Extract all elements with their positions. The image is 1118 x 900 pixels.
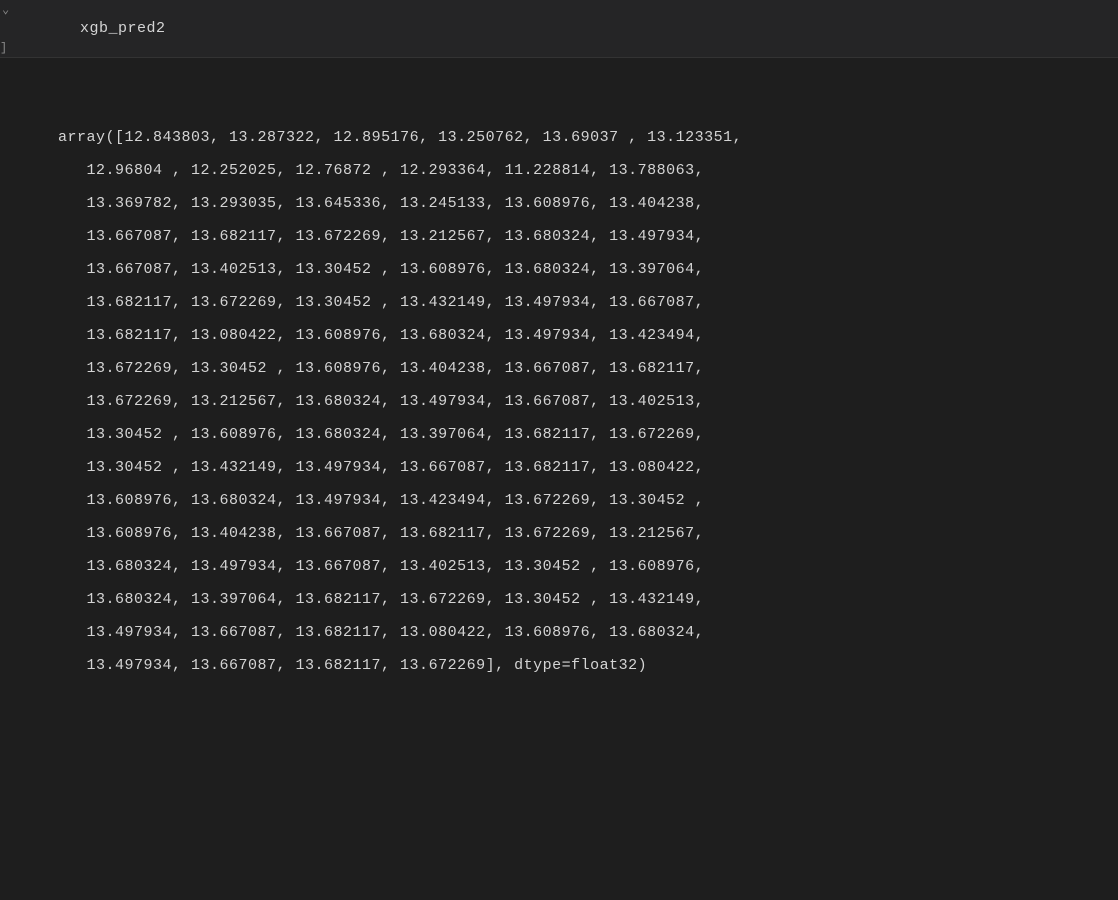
cell-bracket-icon: ] bbox=[0, 41, 7, 55]
notebook-container: ⌄ ] xgb_pred2 array([12.843803, 13.28732… bbox=[0, 0, 1118, 900]
output-text: array([12.843803, 13.287322, 12.895176, … bbox=[20, 129, 742, 674]
input-cell[interactable]: ⌄ ] xgb_pred2 bbox=[0, 0, 1118, 58]
output-cell: array([12.843803, 13.287322, 12.895176, … bbox=[0, 58, 1118, 735]
collapse-chevron-icon[interactable]: ⌄ bbox=[0, 0, 11, 19]
input-code: xgb_pred2 bbox=[80, 20, 166, 37]
